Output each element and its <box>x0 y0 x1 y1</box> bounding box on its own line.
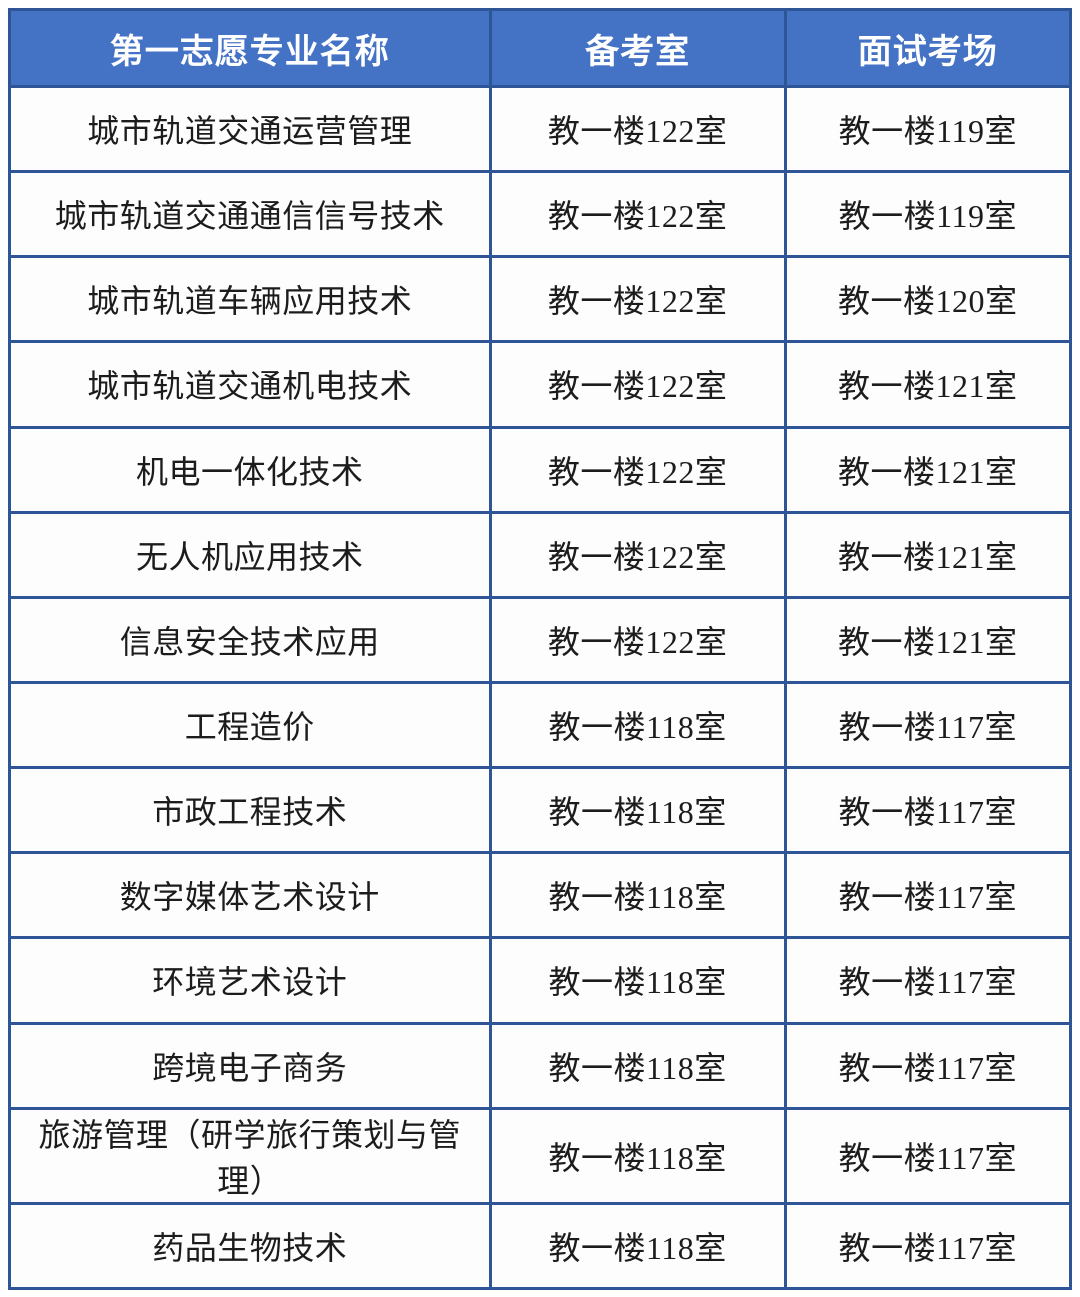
major-cell: 数字媒体艺术设计 <box>8 851 492 940</box>
exam-room-table: 第一志愿专业名称 备考室 面试考场 城市轨道交通运营管理 教一楼122室 教一楼… <box>8 8 1073 1291</box>
major-cell: 市政工程技术 <box>8 766 492 855</box>
interview-room-cell: 教一楼121室 <box>783 425 1073 514</box>
major-cell: 信息安全技术应用 <box>8 595 492 684</box>
table-row: 城市轨道交通机电技术 教一楼122室 教一楼121室 <box>8 340 1073 429</box>
interview-room-cell: 教一楼117室 <box>783 936 1073 1025</box>
interview-room-cell: 教一楼119室 <box>783 84 1073 174</box>
prep-room-cell: 教一楼118室 <box>488 766 787 855</box>
interview-room-cell: 教一楼120室 <box>783 255 1073 344</box>
major-cell: 城市轨道交通运营管理 <box>8 84 492 174</box>
prep-room-cell: 教一楼122室 <box>488 425 787 514</box>
table-row: 跨境电子商务 教一楼118室 教一楼117室 <box>8 1021 1073 1110</box>
header-major: 第一志愿专业名称 <box>8 8 492 88</box>
prep-room-cell: 教一楼122室 <box>488 255 787 344</box>
interview-room-cell: 教一楼117室 <box>783 851 1073 940</box>
header-prep-room: 备考室 <box>488 8 787 88</box>
prep-room-cell: 教一楼122室 <box>488 510 787 599</box>
prep-room-cell: 教一楼122室 <box>488 340 787 429</box>
interview-room-cell: 教一楼117室 <box>783 1106 1073 1205</box>
prep-room-cell: 教一楼118室 <box>488 1106 787 1205</box>
header-row: 第一志愿专业名称 备考室 面试考场 <box>8 8 1073 88</box>
table-row: 市政工程技术 教一楼118室 教一楼117室 <box>8 766 1073 855</box>
prep-room-cell: 教一楼122室 <box>488 170 787 259</box>
major-cell: 工程造价 <box>8 680 492 770</box>
prep-room-cell: 教一楼118室 <box>488 680 787 770</box>
table-row: 旅游管理（研学旅行策划与管理） 教一楼118室 教一楼117室 <box>8 1106 1073 1205</box>
major-cell: 机电一体化技术 <box>8 425 492 514</box>
major-cell: 城市轨道车辆应用技术 <box>8 255 492 344</box>
table-row: 城市轨道交通运营管理 教一楼122室 教一楼119室 <box>8 84 1073 174</box>
prep-room-cell: 教一楼122室 <box>488 595 787 684</box>
major-cell: 城市轨道交通通信信号技术 <box>8 170 492 259</box>
prep-room-cell: 教一楼118室 <box>488 851 787 940</box>
table-row: 信息安全技术应用 教一楼122室 教一楼121室 <box>8 595 1073 684</box>
prep-room-cell: 教一楼118室 <box>488 1021 787 1110</box>
table-row: 数字媒体艺术设计 教一楼118室 教一楼117室 <box>8 851 1073 940</box>
major-cell: 旅游管理（研学旅行策划与管理） <box>8 1106 492 1205</box>
interview-room-cell: 教一楼117室 <box>783 1201 1073 1291</box>
prep-room-cell: 教一楼122室 <box>488 84 787 174</box>
table-body: 城市轨道交通运营管理 教一楼122室 教一楼119室 城市轨道交通通信信号技术 … <box>8 84 1073 1291</box>
table-row: 城市轨道车辆应用技术 教一楼122室 教一楼120室 <box>8 255 1073 344</box>
interview-room-cell: 教一楼121室 <box>783 595 1073 684</box>
table-row: 药品生物技术 教一楼118室 教一楼117室 <box>8 1201 1073 1291</box>
major-cell: 环境艺术设计 <box>8 936 492 1025</box>
prep-room-cell: 教一楼118室 <box>488 936 787 1025</box>
interview-room-cell: 教一楼121室 <box>783 510 1073 599</box>
table-row: 城市轨道交通通信信号技术 教一楼122室 教一楼119室 <box>8 170 1073 259</box>
table-row: 工程造价 教一楼118室 教一楼117室 <box>8 680 1073 770</box>
major-cell: 无人机应用技术 <box>8 510 492 599</box>
table-row: 环境艺术设计 教一楼118室 教一楼117室 <box>8 936 1073 1025</box>
interview-room-cell: 教一楼117室 <box>783 1021 1073 1110</box>
interview-room-cell: 教一楼119室 <box>783 170 1073 259</box>
table-row: 无人机应用技术 教一楼122室 教一楼121室 <box>8 510 1073 599</box>
major-cell: 跨境电子商务 <box>8 1021 492 1110</box>
interview-room-cell: 教一楼121室 <box>783 340 1073 429</box>
major-cell: 城市轨道交通机电技术 <box>8 340 492 429</box>
header-interview-room: 面试考场 <box>783 8 1073 88</box>
major-cell: 药品生物技术 <box>8 1201 492 1291</box>
interview-room-cell: 教一楼117室 <box>783 680 1073 770</box>
table-row: 机电一体化技术 教一楼122室 教一楼121室 <box>8 425 1073 514</box>
table-header: 第一志愿专业名称 备考室 面试考场 <box>8 8 1073 88</box>
prep-room-cell: 教一楼118室 <box>488 1201 787 1291</box>
interview-room-cell: 教一楼117室 <box>783 766 1073 855</box>
